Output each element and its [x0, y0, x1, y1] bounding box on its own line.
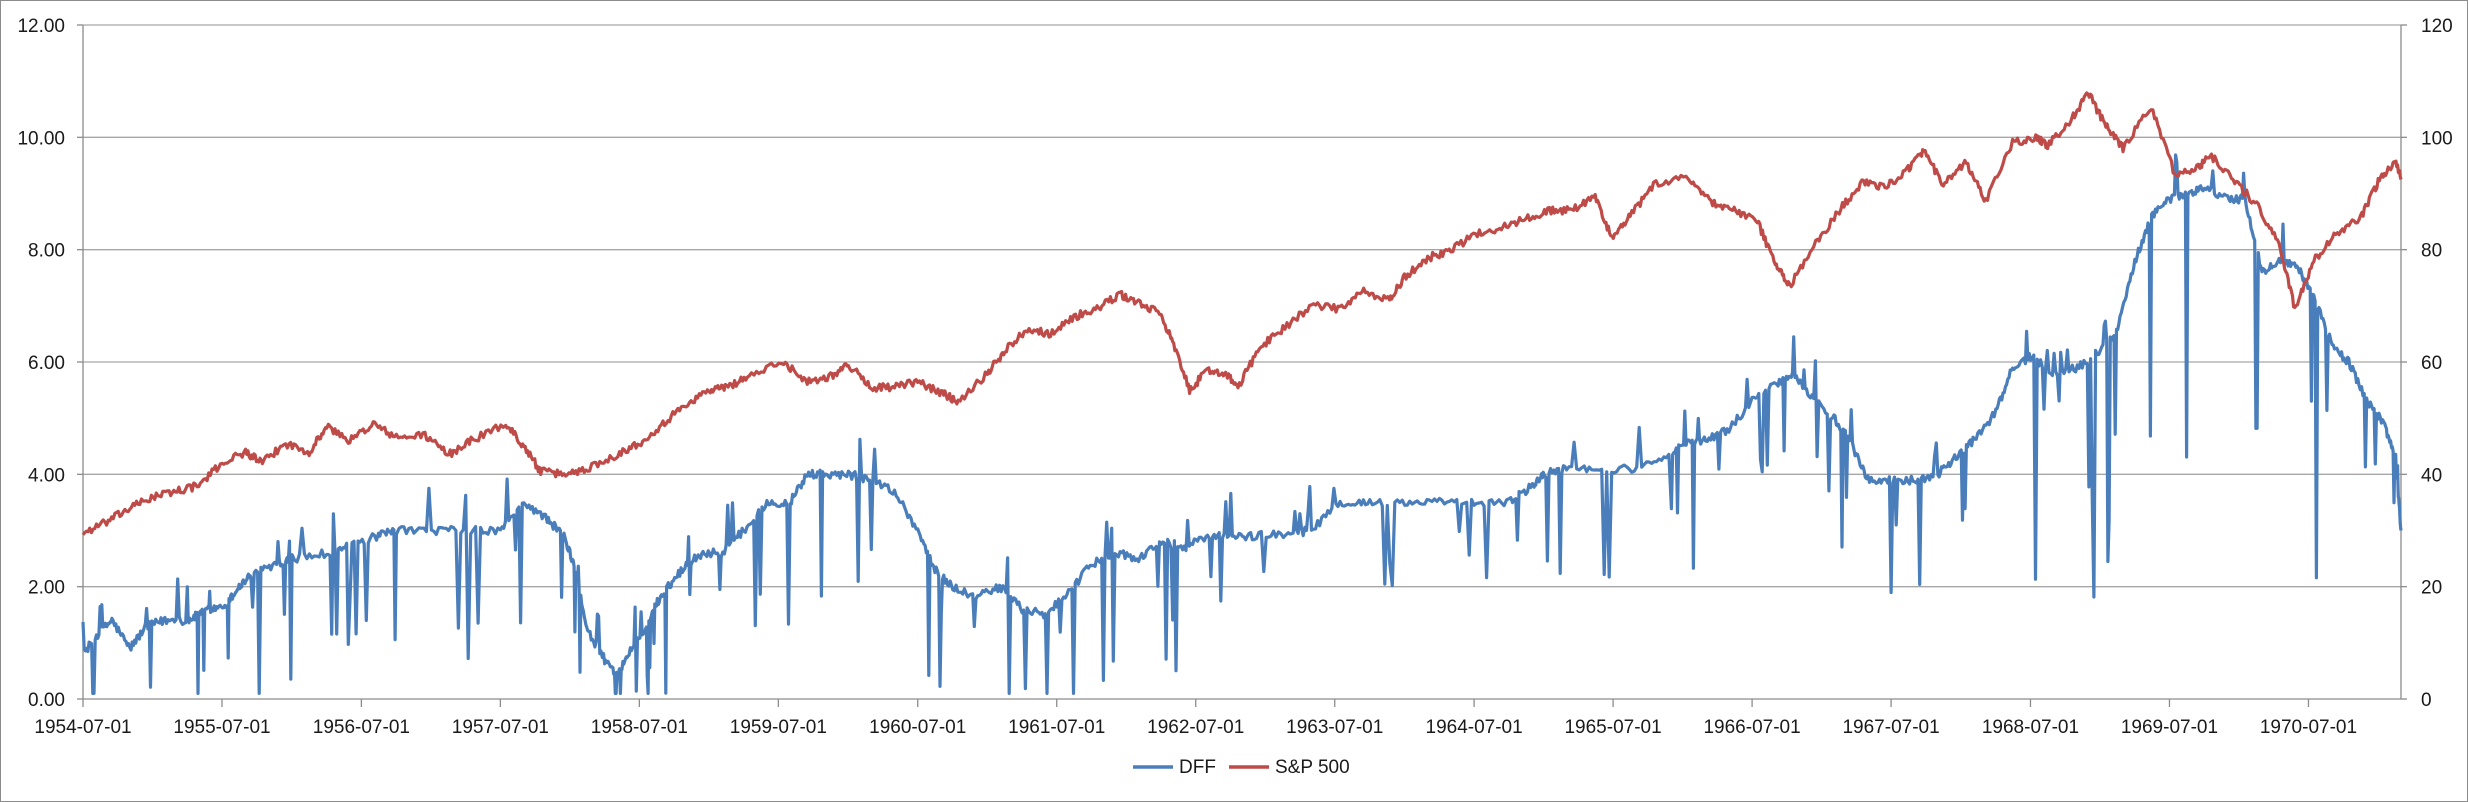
x-tick-label: 1964-07-01 — [1426, 717, 1523, 738]
series-lines — [81, 91, 2403, 695]
legend: DFF S&P 500 — [1133, 757, 1350, 778]
gridlines — [83, 24, 2401, 588]
legend-label: S&P 500 — [1275, 757, 1350, 778]
y-left-tick-label: 10.00 — [17, 128, 65, 149]
x-tick-label: 1955-07-01 — [173, 717, 270, 738]
y-right-tick-label: 40 — [2421, 465, 2442, 486]
y-right-tick-label: 120 — [2421, 16, 2453, 37]
y-left-tick-label: 2.00 — [28, 578, 65, 599]
y-left-tick-label: 12.00 — [17, 16, 65, 37]
series-line-sp500 — [81, 91, 2403, 536]
x-tick-label: 1954-07-01 — [34, 717, 131, 738]
y-right-tick-label: 20 — [2421, 578, 2442, 599]
x-tick-label: 1963-07-01 — [1286, 717, 1383, 738]
x-tick-label: 1969-07-01 — [2121, 717, 2218, 738]
axes: 0.00 2.00 4.00 6.00 8.00 10.00 12.00 0 20 40 60 80 1… — [17, 16, 2452, 738]
x-tick-label: 1958-07-01 — [591, 717, 688, 738]
series-line-dff — [81, 153, 2403, 695]
y-left-tick-label: 4.00 — [28, 465, 65, 486]
y-right-tick-label: 60 — [2421, 353, 2442, 374]
y-right-tick-label: 80 — [2421, 241, 2442, 262]
y-left-tick-label: 8.00 — [28, 241, 65, 262]
y-right-tick-label: 100 — [2421, 128, 2453, 149]
x-tick-label: 1968-07-01 — [1982, 717, 2079, 738]
y-right-tick-label: 0 — [2421, 690, 2432, 711]
y-left-tick-label: 0.00 — [28, 690, 65, 711]
x-tick-label: 1970-07-01 — [2260, 717, 2357, 738]
x-tick-label: 1966-07-01 — [1703, 717, 1800, 738]
y-left-tick-label: 6.00 — [28, 353, 65, 374]
legend-label: DFF — [1179, 757, 1216, 778]
x-tick-label: 1957-07-01 — [452, 717, 549, 738]
x-tick-label: 1962-07-01 — [1147, 717, 1244, 738]
x-tick-label: 1960-07-01 — [869, 717, 966, 738]
x-tick-label: 1967-07-01 — [1842, 717, 1939, 738]
x-tick-label: 1965-07-01 — [1564, 717, 1661, 738]
x-tick-label: 1961-07-01 — [1008, 717, 1105, 738]
x-tick-label: 1956-07-01 — [313, 717, 410, 738]
x-tick-label: 1959-07-01 — [730, 717, 827, 738]
